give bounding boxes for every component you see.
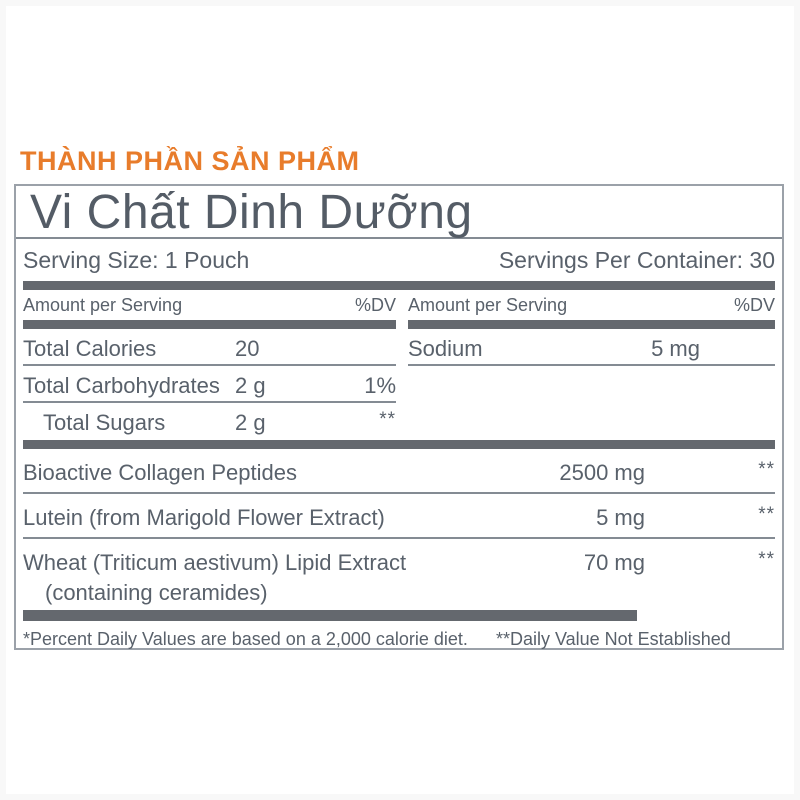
panel-title-section: Vi Chất Dinh Dưỡng: [16, 186, 782, 239]
ingredient-name: Lutein (from Marigold Flower Extract): [23, 505, 385, 530]
ingredient-amount: 2500 mg: [559, 460, 645, 485]
ingredient-amount: 70 mg: [583, 550, 645, 575]
ingredient-row-collagen: Bioactive Collagen Peptides 2500 mg **: [23, 449, 775, 494]
nutrient-amount: 2 g: [235, 410, 266, 435]
nutrient-amount: 5 mg: [651, 336, 700, 361]
nutrient-dv: **: [379, 409, 396, 430]
thick-separator-bar-bottom: [23, 610, 637, 621]
servings-per-container-label: Servings Per Container: 30: [498, 247, 775, 273]
nutrient-name: Total Calories: [23, 336, 157, 361]
ingredient-row-lutein: Lutein (from Marigold Flower Extract) 5 …: [23, 494, 775, 539]
ingredient-amount: 5 mg: [596, 505, 645, 530]
nutrient-columns: Amount per Serving %DV Total Calories 20…: [23, 290, 775, 440]
nutrient-row-total-carbohydrates: Total Carbohydrates 2 g 1%: [23, 366, 396, 403]
thick-separator-bar-header-left: [23, 320, 396, 329]
dv-header: %DV: [354, 295, 396, 315]
nutrient-column-left: Amount per Serving %DV Total Calories 20…: [23, 290, 396, 440]
serving-size-label: Serving Size: 1 Pouch: [23, 247, 250, 273]
nutrient-column-right: Amount per Serving %DV Sodium 5 mg: [408, 290, 775, 440]
ingredient-dv: **: [758, 549, 775, 570]
ingredient-name-sub: (containing ceramides): [45, 580, 268, 605]
thick-separator-bar-header-right: [408, 320, 775, 329]
ingredient-row-wheat-lipid: Wheat (Triticum aestivum) Lipid Extract …: [23, 539, 775, 609]
thick-separator-bar-middle: [23, 440, 775, 449]
thick-separator-bar-top: [23, 281, 775, 290]
nutrient-name: Total Carbohydrates: [23, 373, 220, 398]
nutrient-amount: 20: [235, 336, 260, 361]
ingredient-dv: **: [758, 504, 775, 525]
dv-header: %DV: [733, 295, 775, 315]
ingredient-name: Bioactive Collagen Peptides: [23, 460, 297, 485]
nutrient-amount: 2 g: [235, 373, 266, 398]
dv-not-established-footnote: **Daily Value Not Established: [495, 629, 731, 649]
ingredient-name-main: Wheat (Triticum aestivum) Lipid Extract: [23, 550, 407, 575]
panel-title: Vi Chất Dinh Dưỡng: [30, 186, 473, 239]
amount-per-serving-header: Amount per Serving: [23, 295, 183, 315]
nutrient-name: Total Sugars: [43, 410, 166, 435]
ingredient-name: Wheat (Triticum aestivum) Lipid Extract …: [23, 550, 495, 606]
footnote-row: *Percent Daily Values are based on a 2,0…: [23, 621, 775, 650]
column-header-right: Amount per Serving %DV: [408, 290, 775, 320]
product-ingredients-heading: THÀNH PHẦN SẢN PHẨM: [20, 146, 360, 176]
column-header-left: Amount per Serving %DV: [23, 290, 396, 320]
ingredient-dv: **: [758, 459, 775, 480]
nutrient-row-total-calories: Total Calories 20: [23, 329, 396, 366]
nutrient-name: Sodium: [408, 336, 483, 361]
percent-dv-footnote: *Percent Daily Values are based on a 2,0…: [23, 629, 468, 649]
nutrient-dv: 1%: [364, 373, 396, 398]
serving-info-row: Serving Size: 1 Pouch Servings Per Conta…: [23, 239, 775, 281]
nutrient-row-total-sugars: Total Sugars 2 g **: [23, 403, 396, 440]
nutrition-facts-panel: Vi Chất Dinh Dưỡng Serving Size: 1 Pouch…: [14, 184, 784, 650]
nutrient-row-sodium: Sodium 5 mg: [408, 329, 775, 366]
amount-per-serving-header: Amount per Serving: [408, 295, 568, 315]
